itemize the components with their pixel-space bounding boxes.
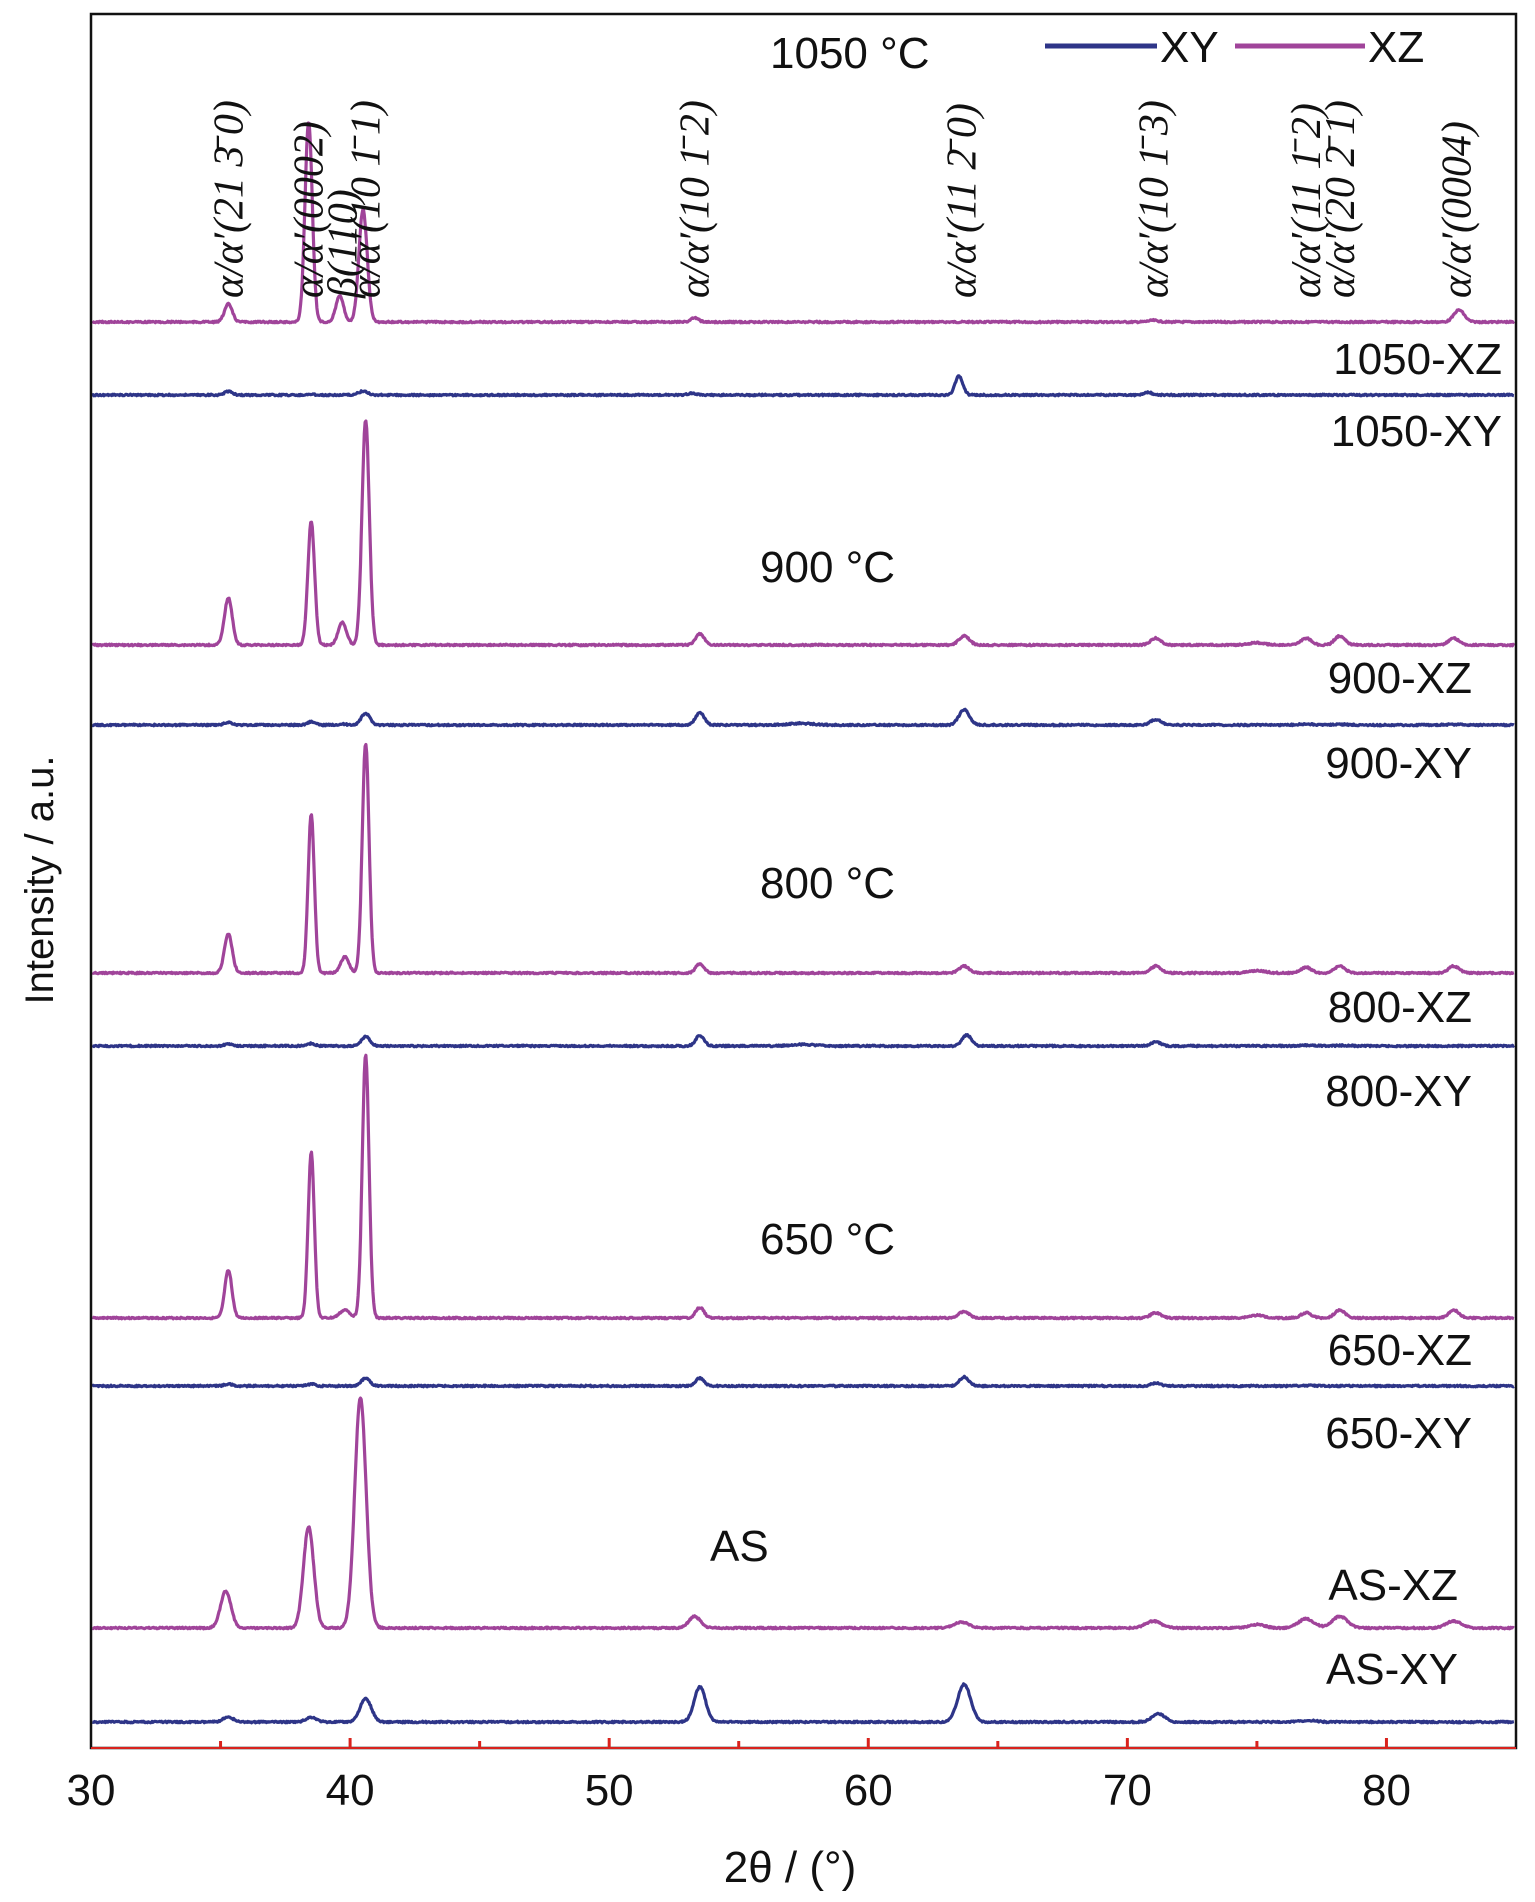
series-800-xy bbox=[91, 1033, 1516, 1049]
series-1050-xy bbox=[91, 374, 1515, 398]
temperature-label: 1050 °C bbox=[770, 29, 929, 78]
series-800-xz bbox=[91, 742, 1515, 976]
temperature-label: AS bbox=[710, 1522, 769, 1571]
series-as-xy bbox=[91, 1682, 1515, 1725]
legend-xz-label: XZ bbox=[1368, 23, 1424, 72]
sample-label-xz: 900-XZ bbox=[1328, 654, 1472, 703]
phase-label: α/α′(11 1̄ 2) bbox=[1284, 103, 1330, 298]
phase-label: α/α′(10 1̄ 3) bbox=[1131, 100, 1177, 298]
series-650-xz bbox=[91, 1053, 1515, 1321]
sample-label-xz: 1050-XZ bbox=[1333, 335, 1502, 384]
sample-label-xy: 900-XY bbox=[1325, 739, 1472, 788]
series-1050-xz bbox=[91, 121, 1516, 325]
plot-series bbox=[90, 121, 1516, 1725]
sample-label-xy: 800-XY bbox=[1325, 1067, 1472, 1116]
sample-label-xz: 650-XZ bbox=[1328, 1326, 1472, 1375]
phase-label: β(110) bbox=[320, 189, 366, 299]
phase-label: α/α′(21 3̄ 0) bbox=[206, 100, 252, 298]
x-tick-label: 60 bbox=[844, 1766, 893, 1815]
x-tick-label: 30 bbox=[67, 1766, 116, 1815]
phase-label: α/α′(10 1̄ 2) bbox=[673, 100, 719, 298]
phase-label: α/α′(11 2̄ 0) bbox=[940, 103, 986, 298]
temperature-label: 650 °C bbox=[760, 1215, 895, 1264]
temperature-label: 800 °C bbox=[760, 859, 895, 908]
sample-label-xy: AS-XY bbox=[1326, 1645, 1458, 1694]
y-axis-label: Intensity / a.u. bbox=[18, 755, 62, 1004]
legend: XY XZ bbox=[1045, 23, 1424, 72]
sample-label-xz: AS-XZ bbox=[1328, 1561, 1458, 1610]
phase-label: α/α′(0004) bbox=[1434, 121, 1480, 298]
phase-label: α/α′(20 2̄ 1) bbox=[1318, 100, 1364, 298]
x-axis: 30 40 50 60 70 80 bbox=[67, 1738, 1516, 1815]
phase-labels: α/α′(21 3̄ 0) α/α′(0002)β(110)α/α′(10 1̄ … bbox=[206, 100, 1480, 299]
x-tick-label: 70 bbox=[1103, 1766, 1152, 1815]
x-tick-label: 80 bbox=[1362, 1766, 1411, 1815]
series-900-xy bbox=[91, 707, 1515, 728]
phase-label: α/α′(10 1̄ 1) bbox=[344, 100, 390, 298]
sample-label-xz: 800-XZ bbox=[1328, 983, 1472, 1032]
phase-label: α/α′(0002) bbox=[287, 121, 333, 298]
sample-label-xy: 650-XY bbox=[1325, 1409, 1472, 1458]
series-as-xz bbox=[91, 1396, 1515, 1631]
x-axis-label: 2θ / (°) bbox=[724, 1843, 857, 1892]
group-labels: 1050 °C 1050-XZ 1050-XY 900 °C 900-XZ 900-XY 8… bbox=[710, 29, 1502, 1694]
sample-label-xy: 1050-XY bbox=[1331, 407, 1502, 456]
series-900-xz bbox=[91, 419, 1516, 648]
series-650-xy bbox=[90, 1374, 1515, 1389]
legend-xy-label: XY bbox=[1160, 23, 1219, 72]
x-tick-label: 50 bbox=[585, 1766, 634, 1815]
temperature-label: 900 °C bbox=[760, 543, 895, 592]
x-tick-label: 40 bbox=[326, 1766, 375, 1815]
